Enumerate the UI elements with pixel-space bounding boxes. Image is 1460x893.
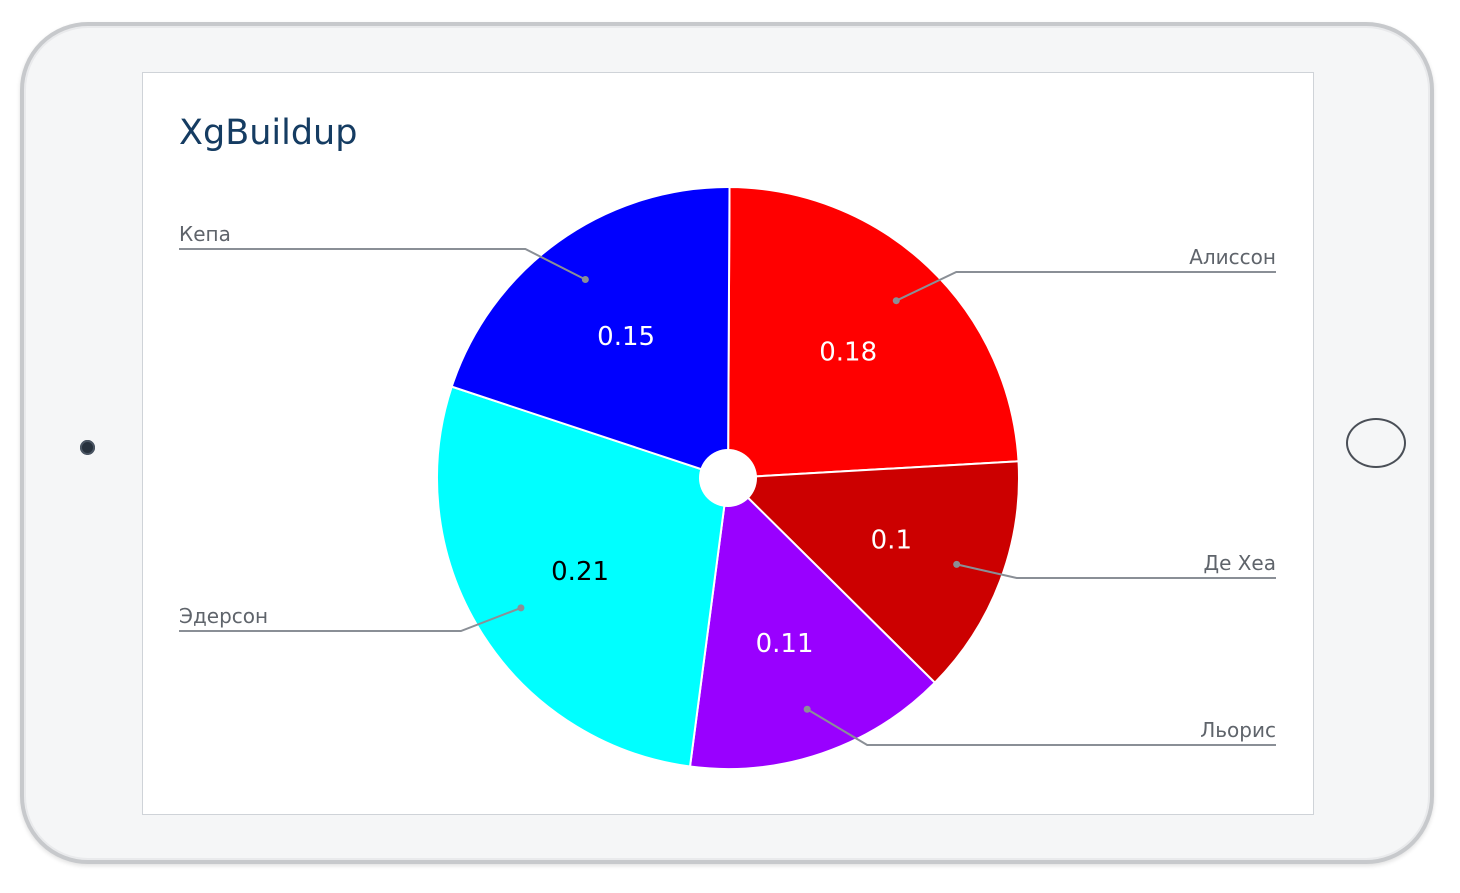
slice-value-label: 0.11 bbox=[756, 629, 814, 659]
leader-line bbox=[806, 708, 1276, 746]
leader-line bbox=[895, 271, 1276, 302]
slice-name-label: Алиссон bbox=[1189, 245, 1276, 269]
slice-value-labels: 0.18 0.1 0.11 0.21 0.15 bbox=[551, 322, 912, 659]
slice-value-label: 0.21 bbox=[551, 557, 609, 587]
leader-dot bbox=[803, 705, 811, 713]
leader-line bbox=[956, 563, 1276, 579]
slice-name-label: Льорис bbox=[1200, 718, 1276, 742]
leader-dot bbox=[517, 604, 525, 612]
camera-icon bbox=[80, 440, 95, 455]
slice-name-label: Эдерсон bbox=[179, 604, 268, 628]
slice-value-label: 0.18 bbox=[819, 337, 877, 367]
pie-slice-3[interactable] bbox=[688, 475, 937, 770]
chart-screen: XgBuildup Алиссон Де Хеа Льорис Эдерсон Кепа… bbox=[142, 72, 1314, 815]
pie-slice-4[interactable] bbox=[436, 385, 730, 768]
leader-line bbox=[179, 248, 586, 281]
donut-hole bbox=[699, 449, 757, 507]
pie-slice-1[interactable] bbox=[726, 185, 1020, 480]
pie-slice-5[interactable] bbox=[450, 186, 731, 480]
leader-dot bbox=[953, 560, 961, 568]
pie-slice-2[interactable] bbox=[725, 460, 1020, 685]
slice-value-label: 0.15 bbox=[597, 322, 655, 352]
slice-name-labels: Алиссон Де Хеа Льорис Эдерсон Кепа bbox=[179, 222, 1276, 746]
chart-title: XgBuildup bbox=[179, 113, 358, 153]
leader-dot bbox=[892, 297, 900, 305]
home-button[interactable] bbox=[1346, 418, 1406, 468]
leader-line bbox=[179, 606, 522, 632]
slice-name-label: Де Хеа bbox=[1203, 551, 1276, 575]
slice-value-label: 0.1 bbox=[871, 526, 912, 556]
leader-dot bbox=[581, 275, 589, 283]
pie-slices bbox=[436, 185, 1020, 770]
slice-name-label: Кепа bbox=[179, 222, 231, 246]
